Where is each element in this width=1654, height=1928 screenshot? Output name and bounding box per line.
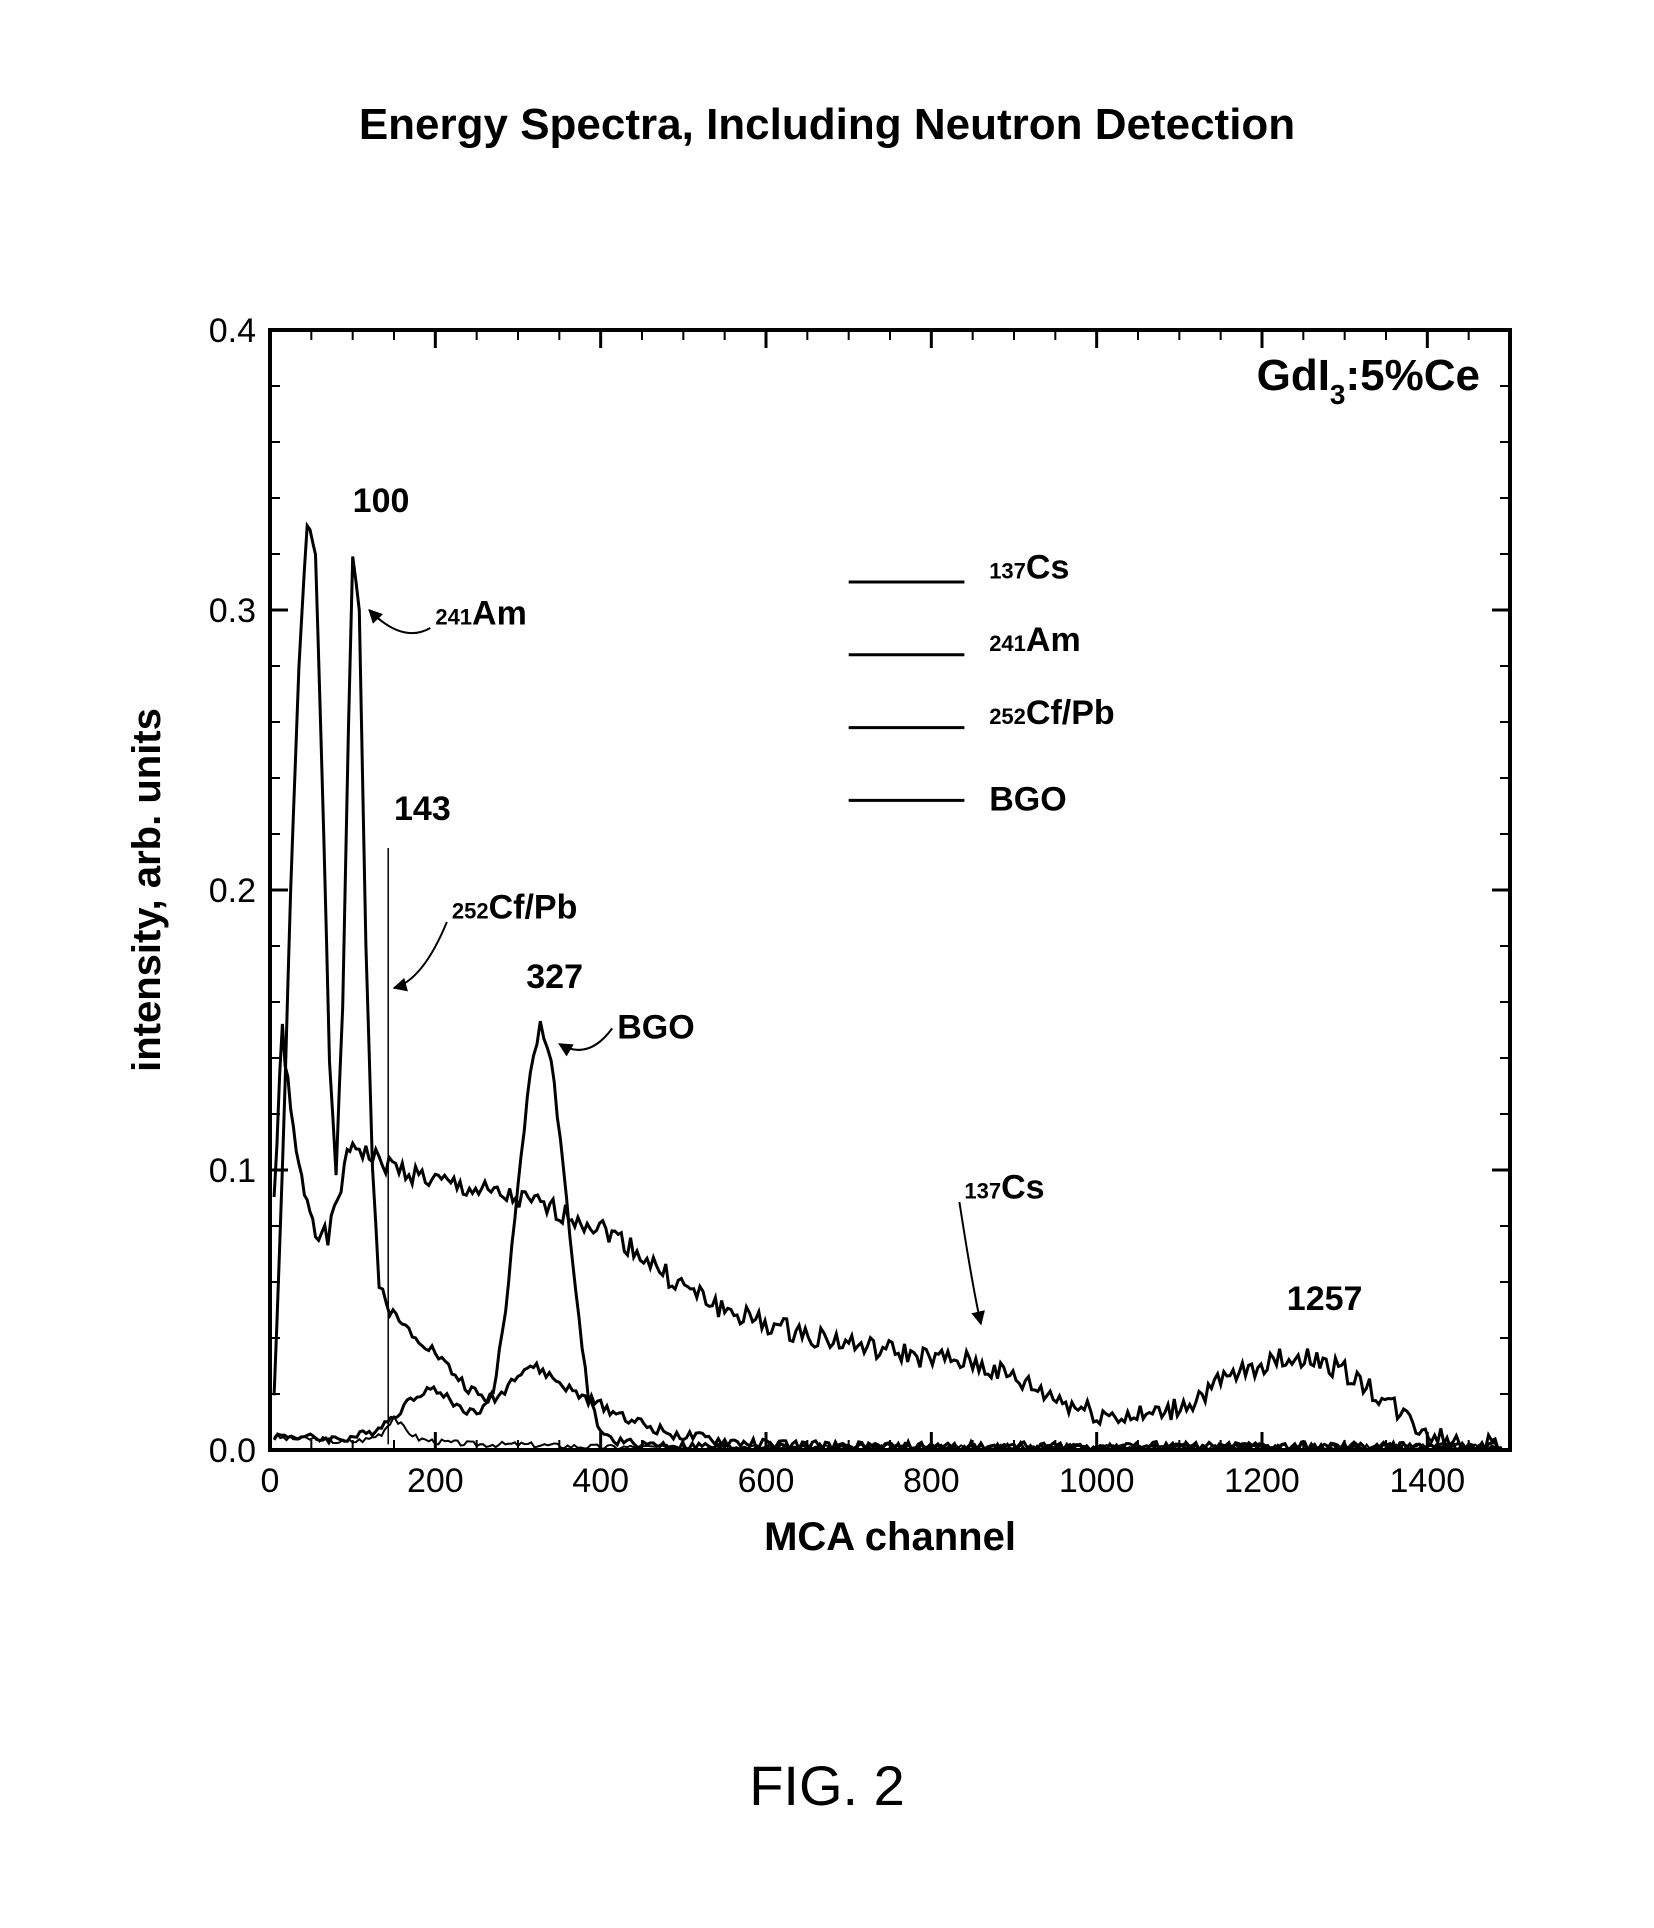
energy-spectra-chart: 0 200 400 600 800 1000 1200 1400 0.0 0.1 0.2 0.3 0.4…: [100, 300, 1550, 1600]
chart-container: 0 200 400 600 800 1000 1200 1400 0.0 0.1 0.2 0.3 0.4…: [100, 300, 1550, 1600]
svg-text:0.2: 0.2: [209, 872, 256, 910]
annotation-arrow: [559, 1028, 612, 1050]
svg-text:1200: 1200: [1224, 1462, 1300, 1500]
svg-text:0.1: 0.1: [209, 1152, 256, 1190]
svg-text:0.3: 0.3: [209, 592, 256, 630]
figure-label: FIG. 2: [0, 1753, 1654, 1818]
svg-text:0.0: 0.0: [209, 1432, 256, 1470]
peak-label: 143: [394, 790, 451, 828]
svg-text:MCA channel: MCA channel: [764, 1515, 1016, 1559]
compound-label: GdI3:5%Ce: [1257, 351, 1480, 410]
svg-text:1000: 1000: [1059, 1462, 1135, 1500]
annotation-arrow: [959, 1202, 981, 1324]
annotation-label: 137Cs: [964, 1168, 1044, 1206]
svg-text:400: 400: [572, 1462, 629, 1500]
peak-label: 1257: [1287, 1280, 1363, 1318]
legend-label: 241Am: [989, 621, 1081, 659]
peak-label: 100: [353, 482, 410, 520]
svg-text:200: 200: [407, 1462, 464, 1500]
annotation-arrow: [369, 610, 430, 633]
annotation-label: BGO: [617, 1008, 694, 1046]
chart-title: Energy Spectra, Including Neutron Detect…: [0, 100, 1654, 150]
legend-label: 252Cf/Pb: [989, 694, 1114, 732]
annotation-arrow: [394, 922, 447, 988]
svg-text:600: 600: [738, 1462, 795, 1500]
series-Cs137: [274, 1024, 1502, 1450]
svg-text:0.4: 0.4: [209, 312, 256, 350]
svg-text:0: 0: [261, 1462, 280, 1500]
svg-text:1400: 1400: [1390, 1462, 1466, 1500]
series-BGO: [274, 1021, 1502, 1450]
legend-label: BGO: [989, 780, 1066, 818]
annotation-label: 241Am: [435, 594, 527, 632]
page: Energy Spectra, Including Neutron Detect…: [0, 0, 1654, 1928]
annotation-label: 252Cf/Pb: [452, 888, 578, 926]
legend-label: 137Cs: [989, 548, 1069, 586]
peak-label: 327: [526, 958, 583, 996]
svg-text:intensity, arb. units: intensity, arb. units: [125, 708, 169, 1072]
svg-text:800: 800: [903, 1462, 960, 1500]
